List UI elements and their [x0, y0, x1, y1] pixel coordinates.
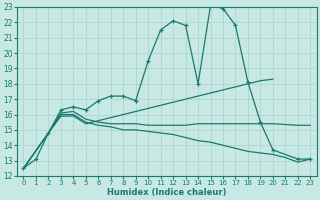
X-axis label: Humidex (Indice chaleur): Humidex (Indice chaleur) — [107, 188, 227, 197]
